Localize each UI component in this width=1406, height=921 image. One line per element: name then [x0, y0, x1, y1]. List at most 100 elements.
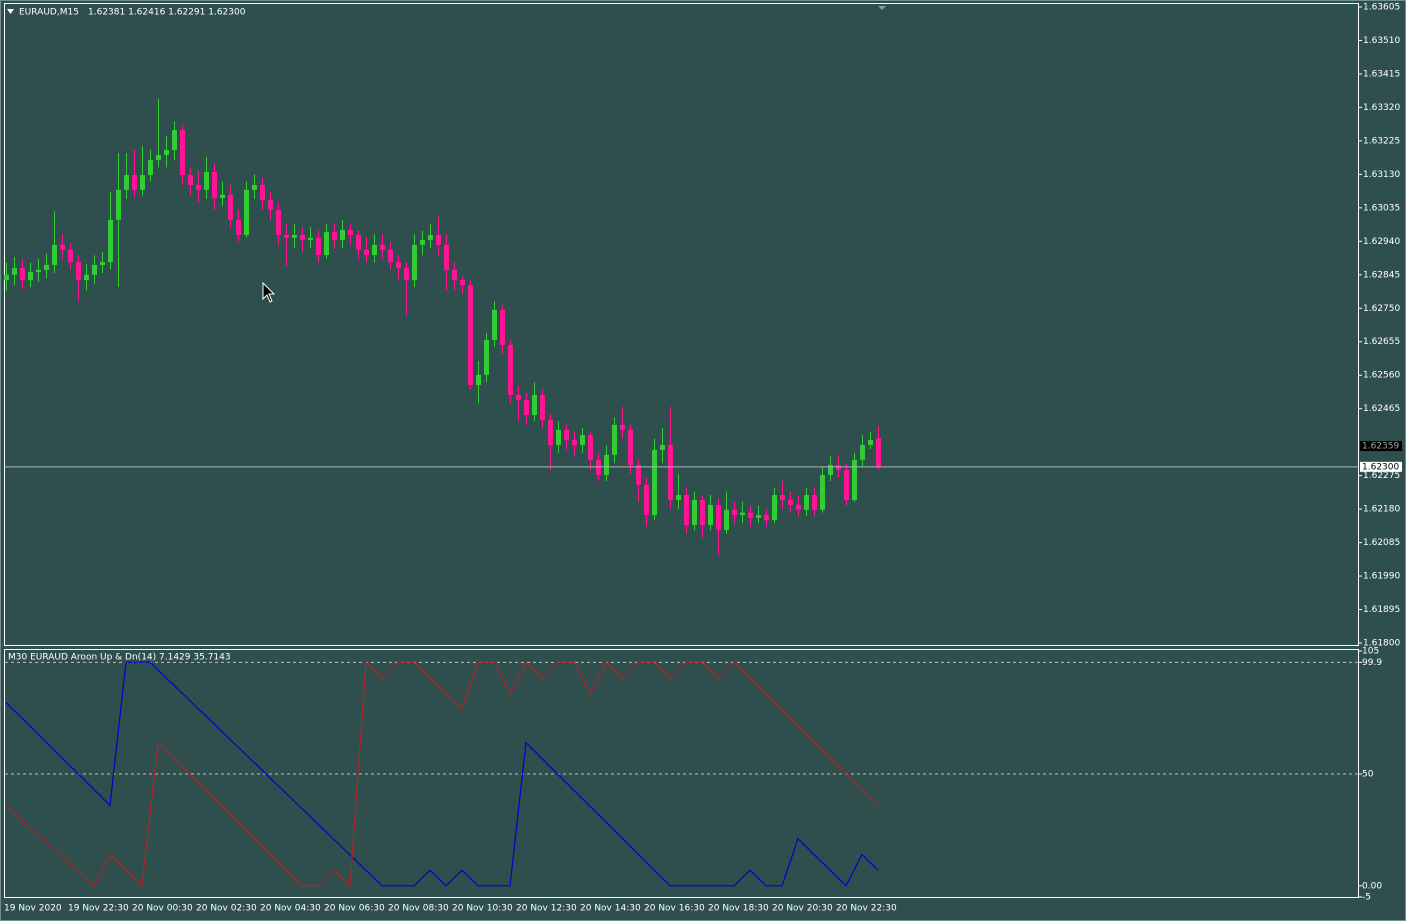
candle-body — [804, 495, 809, 510]
candle-body — [60, 244, 65, 250]
candle-body — [188, 175, 193, 185]
y-tick-label: 0.00 — [1362, 881, 1382, 891]
candle-body — [460, 280, 465, 286]
candle-body — [860, 444, 865, 460]
candle-body — [836, 465, 841, 470]
bid-label: 1.62300 — [1362, 462, 1399, 472]
y-tick-label: 99.9 — [1362, 658, 1382, 668]
y-tick-label: 1.62085 — [1363, 538, 1400, 548]
candle-body — [828, 465, 833, 475]
candle-body — [164, 150, 169, 155]
ask-label: 1.62359 — [1362, 442, 1399, 452]
candle-body — [868, 440, 873, 445]
candle-body — [716, 504, 721, 530]
candle-body — [484, 339, 489, 375]
y-tick-label: 1.61895 — [1363, 605, 1400, 615]
candle-body — [380, 244, 385, 250]
candle-body — [276, 209, 281, 235]
candle-body — [844, 469, 849, 500]
x-tick-label: 20 Nov 22:30 — [836, 904, 897, 914]
candle-body — [268, 200, 273, 210]
candle-body — [548, 419, 553, 445]
candle-body — [356, 234, 361, 250]
candle-body — [732, 509, 737, 516]
candle-body — [300, 234, 305, 240]
y-tick-label: 1.63605 — [1363, 3, 1400, 13]
candle-body — [196, 184, 201, 190]
candle-body — [876, 438, 881, 467]
y-tick-label: 1.62940 — [1363, 237, 1400, 247]
y-tick-label: 1.62845 — [1363, 270, 1400, 280]
candle-body — [516, 394, 521, 400]
candle-body — [108, 219, 113, 263]
candle-body — [420, 239, 425, 245]
candle-body — [36, 269, 41, 272]
x-tick-label: 20 Nov 02:30 — [196, 904, 257, 914]
candle-body — [372, 244, 377, 256]
indicator-title: M30 EURAUD Aroon Up & Dn(14) 7.1429 35.7… — [8, 653, 231, 663]
candle-body — [316, 237, 321, 256]
x-tick-label: 20 Nov 20:30 — [772, 904, 833, 914]
candle-body — [68, 249, 73, 263]
candle-body — [612, 424, 617, 455]
candle-body — [596, 459, 601, 475]
candle-body — [116, 189, 121, 220]
candle-body — [604, 454, 609, 475]
x-tick-label: 20 Nov 16:30 — [644, 904, 705, 914]
candle-body — [252, 184, 257, 190]
candle-body — [476, 374, 481, 386]
candle-body — [780, 495, 785, 500]
candle-body — [652, 449, 657, 516]
candle-body — [700, 499, 705, 525]
candle-body — [524, 399, 529, 416]
candle-body — [492, 310, 497, 340]
y-tick-label: 1.63130 — [1363, 170, 1400, 180]
candle-body — [852, 459, 857, 500]
mouse-cursor — [262, 281, 276, 303]
candle-body — [772, 495, 777, 521]
menu-arrow[interactable] — [7, 9, 14, 14]
candle-body — [324, 231, 329, 256]
candle-body — [588, 435, 593, 460]
candle-body — [28, 271, 33, 281]
candle-body — [540, 394, 545, 420]
y-tick-label: 1.62655 — [1363, 337, 1400, 347]
candle-body — [532, 394, 537, 416]
y-tick-label: 105 — [1362, 647, 1379, 657]
candle-body — [812, 495, 817, 510]
candle-body — [684, 495, 689, 525]
candle-body — [756, 515, 761, 518]
candle-body — [44, 264, 49, 270]
candle-body — [284, 234, 289, 238]
candle-body — [292, 234, 297, 238]
bid-label-box — [1360, 461, 1402, 472]
symbol: EURAUD,M15 — [19, 8, 79, 18]
candle-body — [564, 429, 569, 441]
candle-body — [636, 465, 641, 485]
candle-body — [124, 175, 129, 190]
y-tick-label: 1.61990 — [1363, 572, 1400, 582]
y-tick-label: 1.62180 — [1363, 505, 1400, 515]
candle-body — [220, 194, 225, 198]
candle-body — [388, 249, 393, 263]
candle-body — [644, 484, 649, 516]
aroon-line — [5, 660, 879, 888]
candle-body — [436, 234, 441, 245]
candle-body — [92, 264, 97, 275]
candle-body — [628, 429, 633, 466]
candle-body — [556, 429, 561, 445]
candle-body — [788, 499, 793, 505]
candle-body — [364, 249, 369, 256]
y-tick-label: 1.62750 — [1363, 304, 1400, 314]
candle-body — [692, 499, 697, 525]
y-tick-label: 1.63225 — [1363, 136, 1400, 146]
candle-body — [52, 244, 57, 265]
candle-body — [348, 230, 353, 235]
y-tick-label: 50 — [1362, 770, 1374, 780]
candle-body — [140, 175, 145, 190]
candle-body — [148, 159, 153, 176]
candle-body — [508, 344, 513, 395]
x-tick-label: 20 Nov 08:30 — [388, 904, 449, 914]
candle-body — [580, 435, 585, 445]
candle-body — [676, 495, 681, 500]
